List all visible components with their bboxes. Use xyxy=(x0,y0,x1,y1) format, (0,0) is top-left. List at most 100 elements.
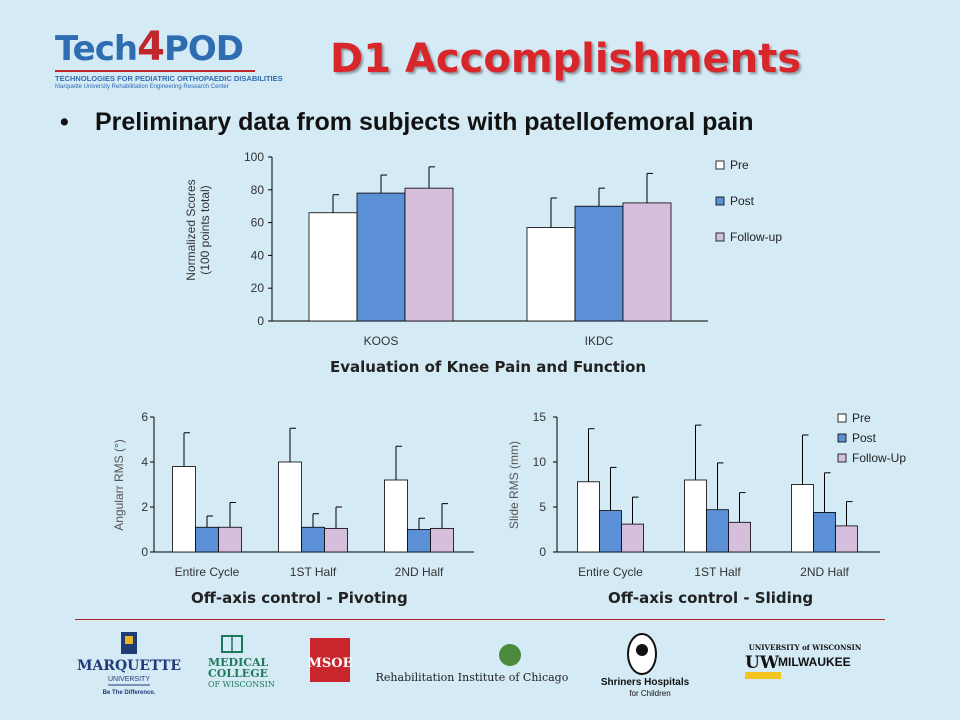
bar xyxy=(301,526,325,553)
legend-label: Pre xyxy=(852,411,871,425)
category-label: 2ND Half xyxy=(800,565,849,579)
legend-label: Follow-up xyxy=(730,230,782,244)
y-tick-label: 10 xyxy=(533,455,547,469)
bar xyxy=(574,205,624,322)
y-axis-label: Normalized Scores xyxy=(184,179,198,280)
y-tick-label: 40 xyxy=(251,248,265,262)
uwm-gold-bar xyxy=(745,672,781,679)
bar xyxy=(324,527,348,553)
ric-tree-icon xyxy=(499,644,521,666)
uwm-uw: UW xyxy=(745,653,780,673)
legend-label: Follow-Up xyxy=(852,451,906,465)
uwm-univ: UNIVERSITY of WISCONSIN xyxy=(749,643,862,652)
category-label: 1ST Half xyxy=(694,565,741,579)
y-tick-label: 2 xyxy=(141,500,148,514)
bar xyxy=(407,529,431,553)
msoe-text: MSOE xyxy=(307,656,352,671)
marquette-crest-detail xyxy=(125,636,133,644)
y-tick-label: 5 xyxy=(539,500,546,514)
shriners-sub: for Children xyxy=(629,689,670,698)
y-tick-label: 60 xyxy=(251,216,265,230)
chart-caption-knee: Evaluation of Knee Pain and Function xyxy=(330,358,647,376)
ric-logo: Rehabilitation Institute of Chicago xyxy=(376,644,569,684)
marquette-univ: UNIVERSITY xyxy=(108,676,150,683)
legend-label: Pre xyxy=(730,158,749,172)
bar xyxy=(622,202,672,322)
bar xyxy=(835,525,858,553)
msoe-badge xyxy=(310,638,350,682)
bar xyxy=(278,461,302,553)
bar xyxy=(195,526,219,553)
bar xyxy=(813,512,836,553)
chart-caption-pivoting: Off-axis control - Pivoting xyxy=(191,589,408,607)
legend-swatch xyxy=(715,160,725,170)
legend-swatch xyxy=(715,232,725,242)
msoe-logo: MSOE xyxy=(307,638,353,682)
bullet-point: • Preliminary data from subjects with pat… xyxy=(60,108,754,137)
bar xyxy=(308,212,358,322)
bar xyxy=(599,510,622,553)
bullet-dot: • xyxy=(60,108,69,136)
logo-brand: Tech4POD xyxy=(55,24,244,70)
y-axis-label: Angularr RMS (°) xyxy=(112,439,126,530)
y-tick-label: 0 xyxy=(539,545,546,559)
marquette-motto: Be The Difference. xyxy=(103,690,156,696)
bar xyxy=(404,187,454,322)
bar xyxy=(384,479,408,553)
logo-subtagline: Marquette University Rehabilitation Engi… xyxy=(55,84,229,90)
bar xyxy=(791,484,814,553)
bar xyxy=(218,526,242,553)
category-label: KOOS xyxy=(364,334,399,348)
logo-rule xyxy=(55,70,255,72)
bar xyxy=(172,466,196,553)
bar xyxy=(728,521,751,553)
bar xyxy=(577,481,600,553)
bar xyxy=(356,192,406,322)
category-label: Entire Cycle xyxy=(578,565,643,579)
uwm-logo: UNIVERSITY of WISCONSIN UW MILWAUKEE xyxy=(745,643,862,679)
legend-label: Post xyxy=(852,431,877,445)
bar xyxy=(526,227,576,322)
uwm-milwaukee: MILWAUKEE xyxy=(778,655,851,669)
y-tick-label: 100 xyxy=(244,150,264,164)
category-label: 1ST Half xyxy=(290,565,337,579)
ric-name: Rehabilitation Institute of Chicago xyxy=(376,671,569,684)
y-tick-label: 15 xyxy=(533,410,547,424)
y-axis-label: Slide RMS (mm) xyxy=(507,441,521,529)
y-tick-label: 6 xyxy=(141,410,148,424)
bar xyxy=(430,527,454,553)
category-label: Entire Cycle xyxy=(175,565,240,579)
shriners-logo: Shriners Hospitals for Children xyxy=(601,633,690,698)
bar xyxy=(621,523,644,553)
category-label: IKDC xyxy=(585,334,614,348)
legend-swatch xyxy=(837,453,847,463)
footer-divider xyxy=(75,619,885,620)
mcw-logo: MEDICAL COLLEGE OF WISCONSIN xyxy=(208,635,275,689)
marquette-name: MARQUETTE xyxy=(77,658,181,674)
mcw-line1: MEDICAL xyxy=(208,656,269,669)
legend-swatch xyxy=(837,413,847,423)
bar xyxy=(706,509,729,553)
shriners-name: Shriners Hospitals xyxy=(601,677,690,688)
y-axis-label: (100 points total) xyxy=(198,185,212,274)
bar xyxy=(684,479,707,553)
category-label: 2ND Half xyxy=(395,565,444,579)
legend-swatch xyxy=(837,433,847,443)
y-tick-label: 4 xyxy=(141,455,148,469)
y-tick-label: 0 xyxy=(257,314,264,328)
mcw-line3: OF WISCONSIN xyxy=(208,680,275,689)
chart-caption-sliding: Off-axis control - Sliding xyxy=(608,589,814,607)
bullet-text: Preliminary data from subjects with pate… xyxy=(95,108,754,136)
tech4pod-logo: Tech4POD TECHNOLOGIES FOR PEDIATRIC ORTH… xyxy=(55,24,283,100)
mcw-line2: COLLEGE xyxy=(208,667,268,680)
shriners-figure xyxy=(636,644,648,656)
legend-swatch xyxy=(715,196,725,206)
logo-tagline: TECHNOLOGIES FOR PEDIATRIC ORTHOPAEDIC D… xyxy=(55,74,283,83)
sponsor-logos: MARQUETTE UNIVERSITY Be The Difference. … xyxy=(77,632,862,698)
legend-label: Post xyxy=(730,194,755,208)
marquette-logo: MARQUETTE UNIVERSITY Be The Difference. xyxy=(77,632,181,696)
slide-title: D1 Accomplishments xyxy=(330,36,802,82)
y-tick-label: 20 xyxy=(251,281,265,295)
y-tick-label: 0 xyxy=(141,545,148,559)
